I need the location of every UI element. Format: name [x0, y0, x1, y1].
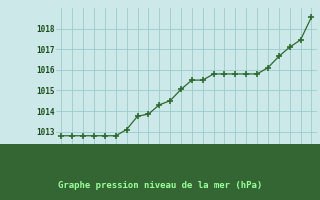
Text: Graphe pression niveau de la mer (hPa): Graphe pression niveau de la mer (hPa) [58, 182, 262, 190]
